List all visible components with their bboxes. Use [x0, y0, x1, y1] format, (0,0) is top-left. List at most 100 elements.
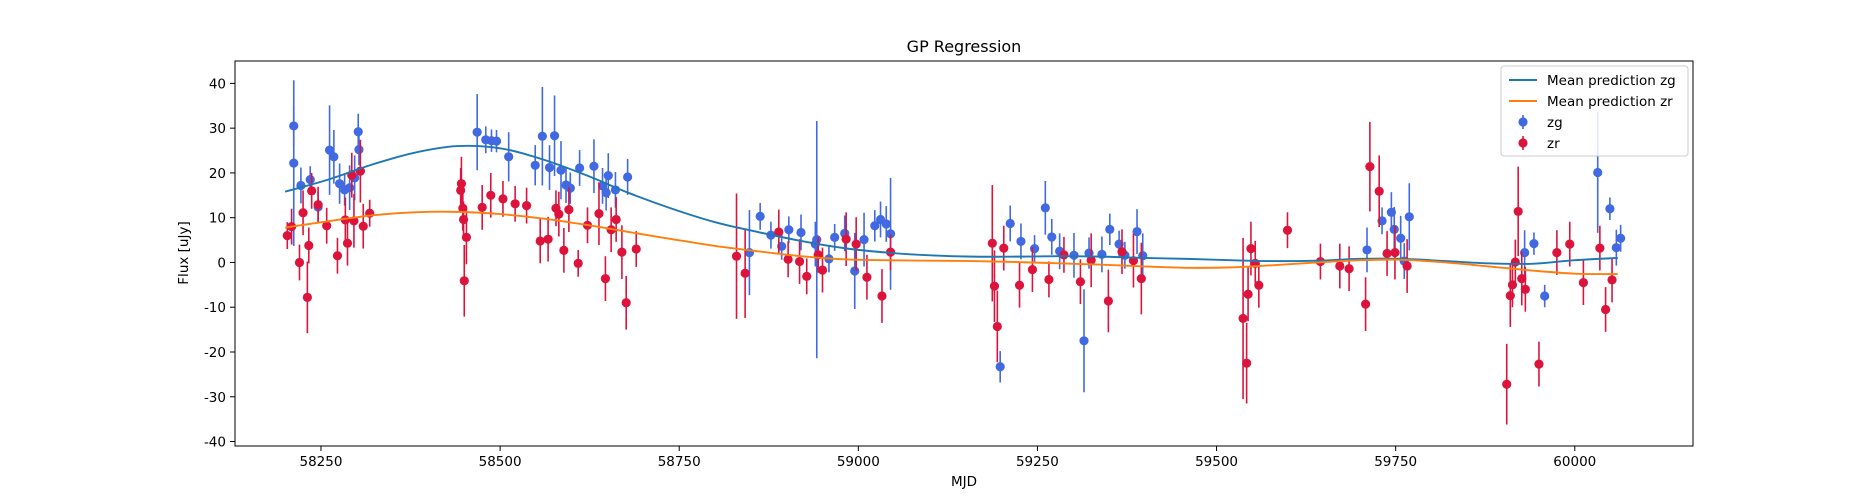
- y-tick-label: -40: [204, 435, 226, 451]
- zg-point: [472, 127, 482, 137]
- zg-point: [830, 232, 840, 242]
- zg-point: [1132, 226, 1142, 237]
- zr-point: [1117, 247, 1127, 257]
- zr-point: [594, 209, 604, 219]
- zg-point: [1540, 291, 1550, 301]
- zr-point: [783, 254, 793, 264]
- zr-point: [307, 186, 317, 196]
- zr-point: [617, 247, 627, 257]
- chart-title: GP Regression: [907, 37, 1022, 56]
- zg-point: [556, 165, 566, 175]
- zg-point: [1079, 336, 1089, 346]
- y-tick-label: -30: [204, 390, 226, 406]
- x-axis-title: MJD: [951, 474, 977, 490]
- zg-point: [850, 266, 860, 276]
- zg-point: [1593, 167, 1603, 178]
- y-axis-title: Flux [uJy]: [176, 221, 192, 284]
- zg-point: [1529, 239, 1539, 249]
- zg-point: [601, 188, 611, 198]
- zr-point: [1607, 275, 1617, 285]
- zr-point: [1103, 296, 1113, 306]
- x-tick-label: 58750: [658, 454, 701, 470]
- zr-point: [851, 239, 861, 249]
- zr-point: [1600, 304, 1611, 315]
- x-tick-label: 59750: [1374, 454, 1417, 470]
- zr-point: [1552, 248, 1562, 258]
- zr-point: [298, 208, 308, 218]
- zg-point: [1047, 232, 1057, 242]
- zr-point: [1254, 280, 1264, 290]
- zg-point: [885, 229, 896, 239]
- zg-point: [1069, 250, 1079, 260]
- zg-point: [353, 127, 363, 137]
- zg-point: [544, 162, 555, 173]
- zg-point: [1016, 236, 1026, 247]
- zr-point: [877, 291, 887, 301]
- zg-point: [1105, 224, 1115, 234]
- zg-point: [812, 235, 822, 245]
- zr-point: [1059, 250, 1069, 260]
- y-tick-label: 20: [209, 166, 226, 182]
- zg-point: [1040, 203, 1050, 213]
- mean-prediction-zr-line: [285, 210, 1618, 276]
- zr-point: [313, 200, 323, 210]
- x-tick-label: 59250: [1016, 454, 1059, 470]
- zr-point: [1382, 248, 1392, 259]
- zr-point: [1242, 358, 1252, 368]
- zr-point: [1014, 280, 1025, 290]
- zg-point: [549, 131, 560, 141]
- y-tick-label: 30: [209, 121, 226, 137]
- zr-point: [1374, 186, 1384, 196]
- zr-point: [1243, 289, 1253, 299]
- y-tick-label: -10: [204, 300, 226, 316]
- x-tick-label: 59000: [837, 454, 880, 470]
- zg-point: [305, 175, 315, 185]
- zr-point: [817, 265, 828, 275]
- zr-point: [510, 199, 520, 209]
- zr-point: [535, 236, 545, 246]
- zr-point: [1075, 277, 1086, 287]
- zg-point: [1362, 245, 1372, 255]
- zr-point: [1565, 239, 1575, 249]
- zr-point: [294, 257, 305, 268]
- zr-point: [1335, 261, 1345, 271]
- zg-point: [565, 183, 575, 193]
- zr-point: [456, 179, 467, 189]
- zr-point: [304, 240, 314, 251]
- zr-point: [554, 209, 564, 219]
- y-tick-label: -20: [204, 345, 226, 361]
- zg-point: [1396, 233, 1406, 243]
- zg-point: [1616, 233, 1626, 243]
- zr-point: [1402, 261, 1412, 271]
- legend-swatch-zg: [1518, 117, 1528, 127]
- zg-point: [345, 183, 355, 193]
- zr-point: [1246, 243, 1256, 254]
- zr-point: [559, 245, 569, 255]
- zg-point: [491, 136, 502, 146]
- zr-point: [302, 292, 312, 302]
- zr-point: [461, 232, 472, 242]
- zr-point: [862, 272, 872, 282]
- zg-point: [335, 179, 345, 189]
- zr-point: [999, 243, 1009, 253]
- zr-point: [1578, 277, 1588, 288]
- zr-point: [486, 190, 496, 200]
- zr-point: [1502, 379, 1512, 389]
- zr-point: [1344, 264, 1354, 274]
- zg-point: [603, 171, 613, 181]
- legend-label-mean-prediction-zg: Mean prediction zg: [1547, 73, 1676, 89]
- zr-point: [1238, 313, 1248, 324]
- zr-point: [802, 271, 812, 281]
- axes: 58250 58500 58750 59000 59250 59500 59750 60000…: [204, 60, 1694, 470]
- plot-frame: [234, 60, 1694, 447]
- zr-point: [1534, 359, 1544, 369]
- zr-point: [1517, 273, 1527, 284]
- zg-point: [289, 158, 299, 168]
- zr-point: [621, 298, 631, 308]
- zr-point: [1136, 273, 1146, 284]
- zr-point: [1044, 274, 1054, 285]
- x-tick-label: 60000: [1553, 454, 1596, 470]
- zr-point: [477, 202, 487, 212]
- zg-point: [623, 172, 633, 182]
